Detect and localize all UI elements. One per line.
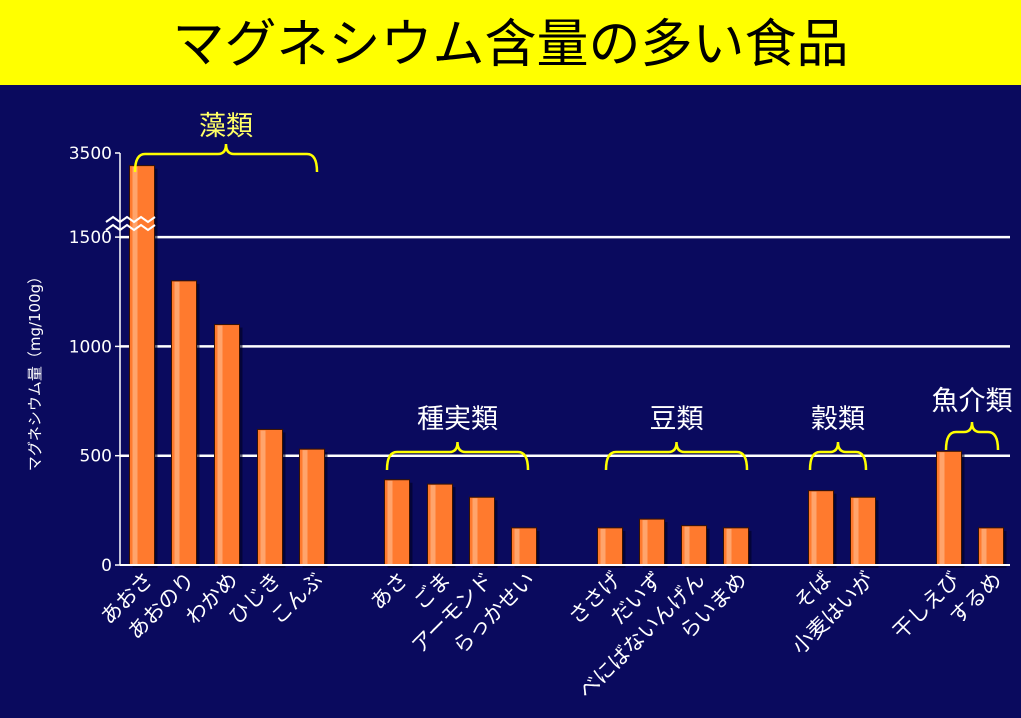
bar	[469, 496, 498, 568]
group-label: 豆類	[650, 404, 704, 435]
bar	[384, 479, 413, 568]
bar	[808, 490, 837, 568]
y-tick-label: 1000	[69, 337, 112, 357]
bar	[978, 527, 1007, 568]
group-brace	[133, 143, 319, 173]
bar	[597, 527, 626, 568]
group-label: 藻類	[199, 111, 253, 142]
bar	[171, 280, 200, 568]
bar	[427, 483, 456, 568]
group-brace	[944, 421, 1000, 451]
y-tick-label: 3500	[69, 144, 112, 164]
bar	[214, 324, 243, 568]
y-tick-label: 500	[80, 447, 112, 467]
group-brace	[385, 441, 530, 471]
page-title: マグネシウム含量の多い食品	[172, 15, 849, 75]
bar	[129, 165, 158, 569]
bar	[936, 450, 965, 568]
y-tick-label: 1500	[69, 228, 112, 248]
bar	[850, 496, 879, 568]
bar	[299, 448, 328, 568]
group-brace	[604, 441, 749, 471]
bar	[639, 518, 668, 568]
group-label: 魚介類	[932, 386, 1013, 417]
bar	[723, 527, 752, 568]
bar	[681, 525, 710, 568]
bar	[511, 527, 540, 568]
bar	[257, 428, 286, 568]
y-tick-label: 0	[101, 556, 112, 576]
category-label: あさ	[366, 568, 413, 615]
title-bar: マグネシウム含量の多い食品	[0, 0, 1021, 85]
group-label: 穀類	[811, 404, 865, 435]
axis-break-mark	[105, 215, 156, 224]
axis-break-mark	[105, 223, 156, 232]
group-brace	[808, 441, 868, 471]
y-axis-label: マグネシウム量（mg/100g）	[26, 269, 44, 471]
group-label: 種実類	[417, 404, 498, 435]
